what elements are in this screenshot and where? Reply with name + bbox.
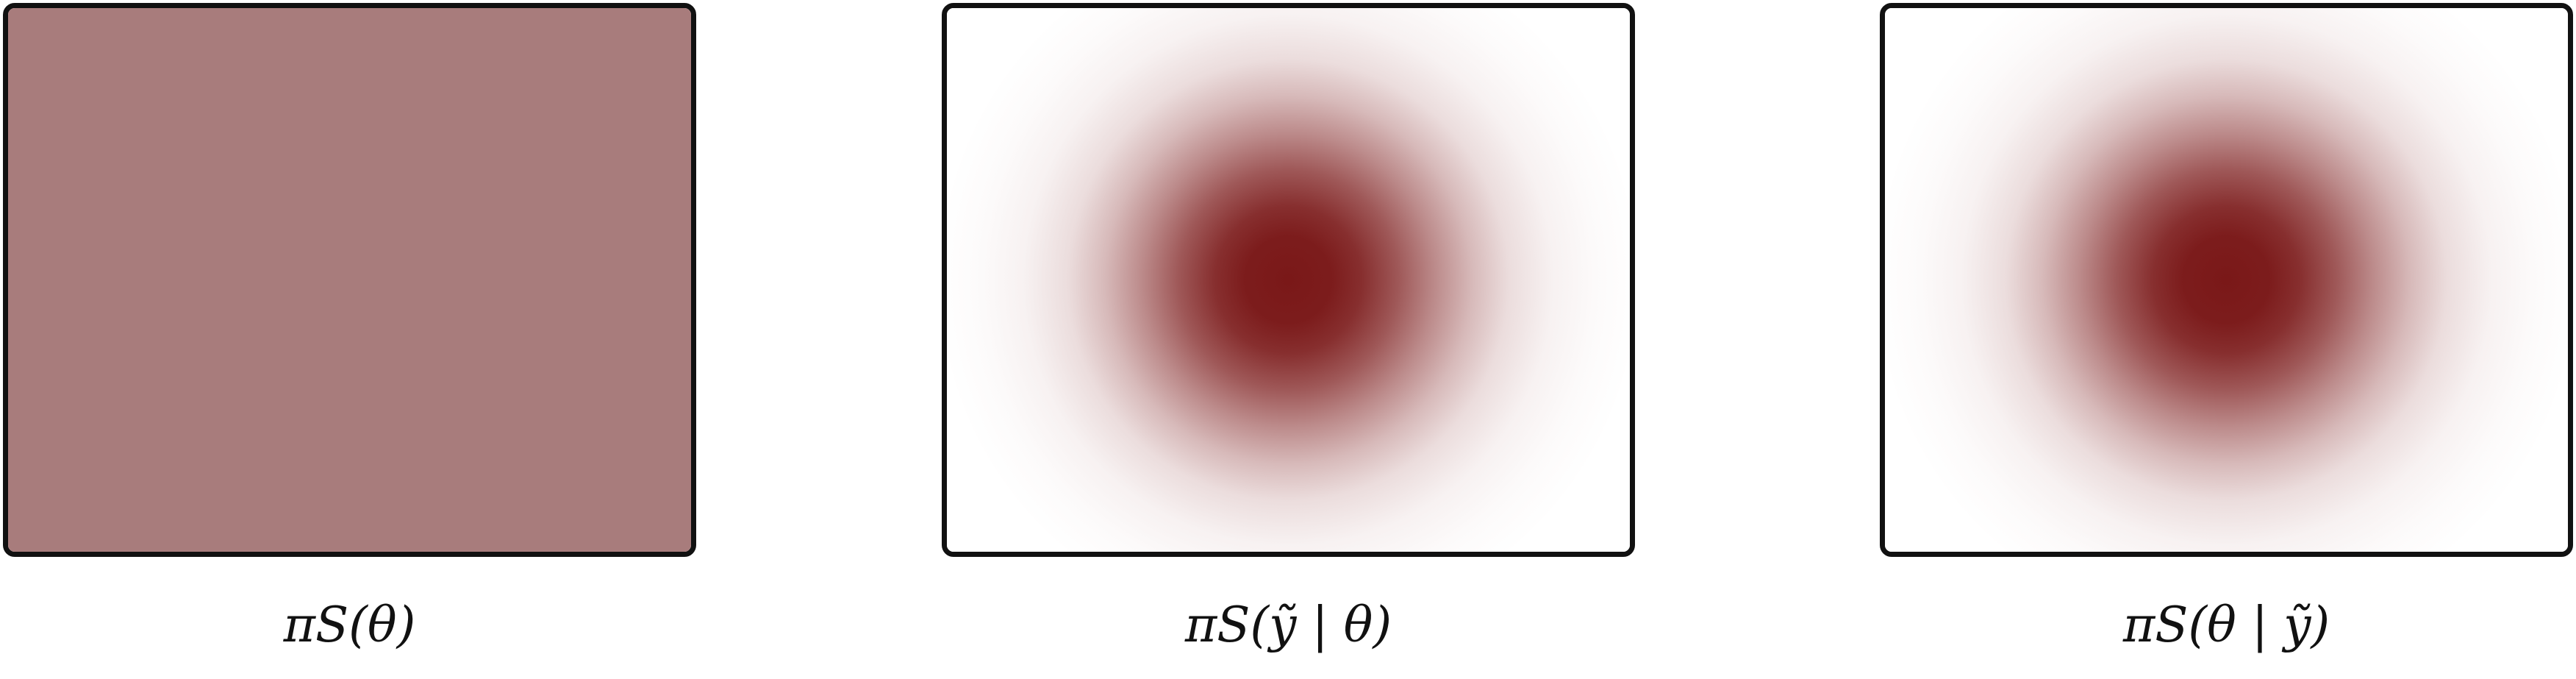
likelihood-density-panel bbox=[942, 3, 1635, 557]
uniform-density-fill bbox=[8, 8, 691, 552]
prior-density-panel bbox=[3, 3, 696, 557]
posterior-density-panel bbox=[1880, 3, 2573, 557]
prior-density-caption: πS(θ) bbox=[283, 597, 416, 653]
radial-density-fill bbox=[947, 8, 1630, 552]
radial-density-fill bbox=[1885, 8, 2568, 552]
likelihood-density-caption: πS(ỹ | θ) bbox=[1184, 597, 1392, 653]
posterior-density-caption: πS(θ | ỹ) bbox=[2122, 597, 2330, 653]
